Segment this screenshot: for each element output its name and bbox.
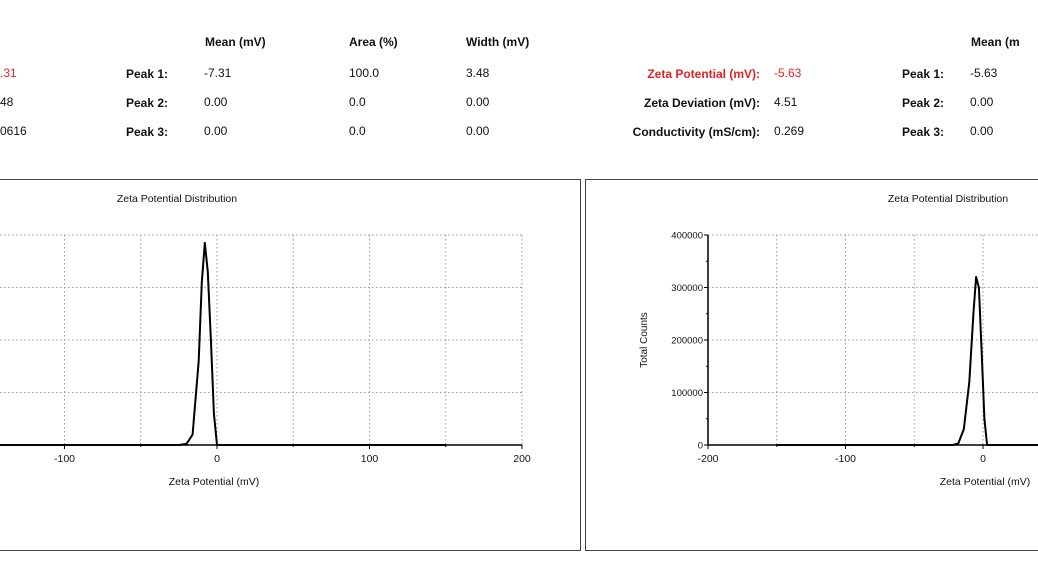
left-stat-conductivity-value: 0616 xyxy=(0,124,27,138)
right-chart-x-tick-label: -100 xyxy=(834,453,855,465)
left-distribution-chart: Zeta Potential Distribution -100 0 100 200 Ze… xyxy=(0,193,531,488)
left-stat-zeta-value: .31 xyxy=(0,66,17,80)
right-stat-zeta-label: Zeta Potential (mV): xyxy=(647,67,760,81)
right-stat-deviation-value: 4.51 xyxy=(774,95,798,109)
left-peak3-area: 0.0 xyxy=(349,124,366,138)
left-header-width: Width (mV) xyxy=(466,35,530,49)
left-stat-deviation-value: 48 xyxy=(0,95,14,109)
left-header-mean: Mean (mV) xyxy=(205,35,266,49)
left-peak1-width: 3.48 xyxy=(466,66,490,80)
left-chart-title: Zeta Potential Distribution xyxy=(116,193,236,205)
left-chart-series-line-0 xyxy=(0,241,446,446)
left-peak2-area: 0.0 xyxy=(349,95,366,109)
right-chart-y-tick-label: 300000 xyxy=(671,283,703,294)
right-stat-conductivity-value: 0.269 xyxy=(774,124,805,138)
right-stat-zeta-value: -5.63 xyxy=(774,66,802,80)
right-peak1-mean: -5.63 xyxy=(970,66,998,80)
left-peak2-mean: 0.00 xyxy=(204,95,228,109)
right-peak3-mean: 0.00 xyxy=(970,124,994,138)
right-stat-conductivity-label: Conductivity (mS/cm): xyxy=(632,125,760,139)
left-chart-x-tick-label: 100 xyxy=(360,453,378,465)
left-peak2-label: Peak 2: xyxy=(126,96,169,110)
left-peak3-mean: 0.00 xyxy=(204,124,228,138)
right-chart-y-axis-label: Total Counts xyxy=(639,312,650,368)
right-chart-y-tick-label: 400000 xyxy=(671,230,703,241)
left-chart-x-tick-label: -100 xyxy=(53,453,74,465)
right-chart-y-tick-label: 200000 xyxy=(671,335,703,346)
left-chart-x-tick-label: 0 xyxy=(214,453,220,465)
right-distribution-chart: Zeta Potential Distribution -200 -100 0 0 100… xyxy=(639,193,1038,488)
right-peak1-label: Peak 1: xyxy=(902,67,945,81)
left-chart-frame: Zeta Potential Distribution -100 0 100 200 Ze… xyxy=(0,179,581,551)
right-chart-x-axis-label: Zeta Potential (mV) xyxy=(939,476,1029,488)
left-peak1-label: Peak 1: xyxy=(126,67,169,81)
right-chart-x-tick-label: 0 xyxy=(980,453,986,465)
left-chart-x-axis-label: Zeta Potential (mV) xyxy=(168,476,258,488)
right-peak3-label: Peak 3: xyxy=(902,125,945,139)
right-chart-frame: Zeta Potential Distribution -200 -100 0 0 100… xyxy=(585,179,1038,551)
left-chart-x-tick-label: 200 xyxy=(513,453,531,465)
right-header-mean: Mean (m xyxy=(971,35,1020,49)
right-stat-deviation-label: Zeta Deviation (mV): xyxy=(643,96,760,110)
left-peak3-label: Peak 3: xyxy=(126,125,169,139)
right-peak2-mean: 0.00 xyxy=(970,95,994,109)
right-chart-x-tick-label: -200 xyxy=(697,453,718,465)
right-peak2-label: Peak 2: xyxy=(902,96,945,110)
right-chart-y-tick-label: 0 xyxy=(697,440,702,451)
left-peak2-width: 0.00 xyxy=(466,95,490,109)
left-peak1-mean: -7.31 xyxy=(204,66,232,80)
left-peak3-width: 0.00 xyxy=(466,124,490,138)
left-header-area: Area (%) xyxy=(349,35,398,49)
right-chart-y-tick-label: 100000 xyxy=(671,388,703,399)
right-chart-series-line-0 xyxy=(776,275,1038,446)
left-peak1-area: 100.0 xyxy=(349,66,380,80)
right-chart-title: Zeta Potential Distribution xyxy=(887,193,1007,205)
